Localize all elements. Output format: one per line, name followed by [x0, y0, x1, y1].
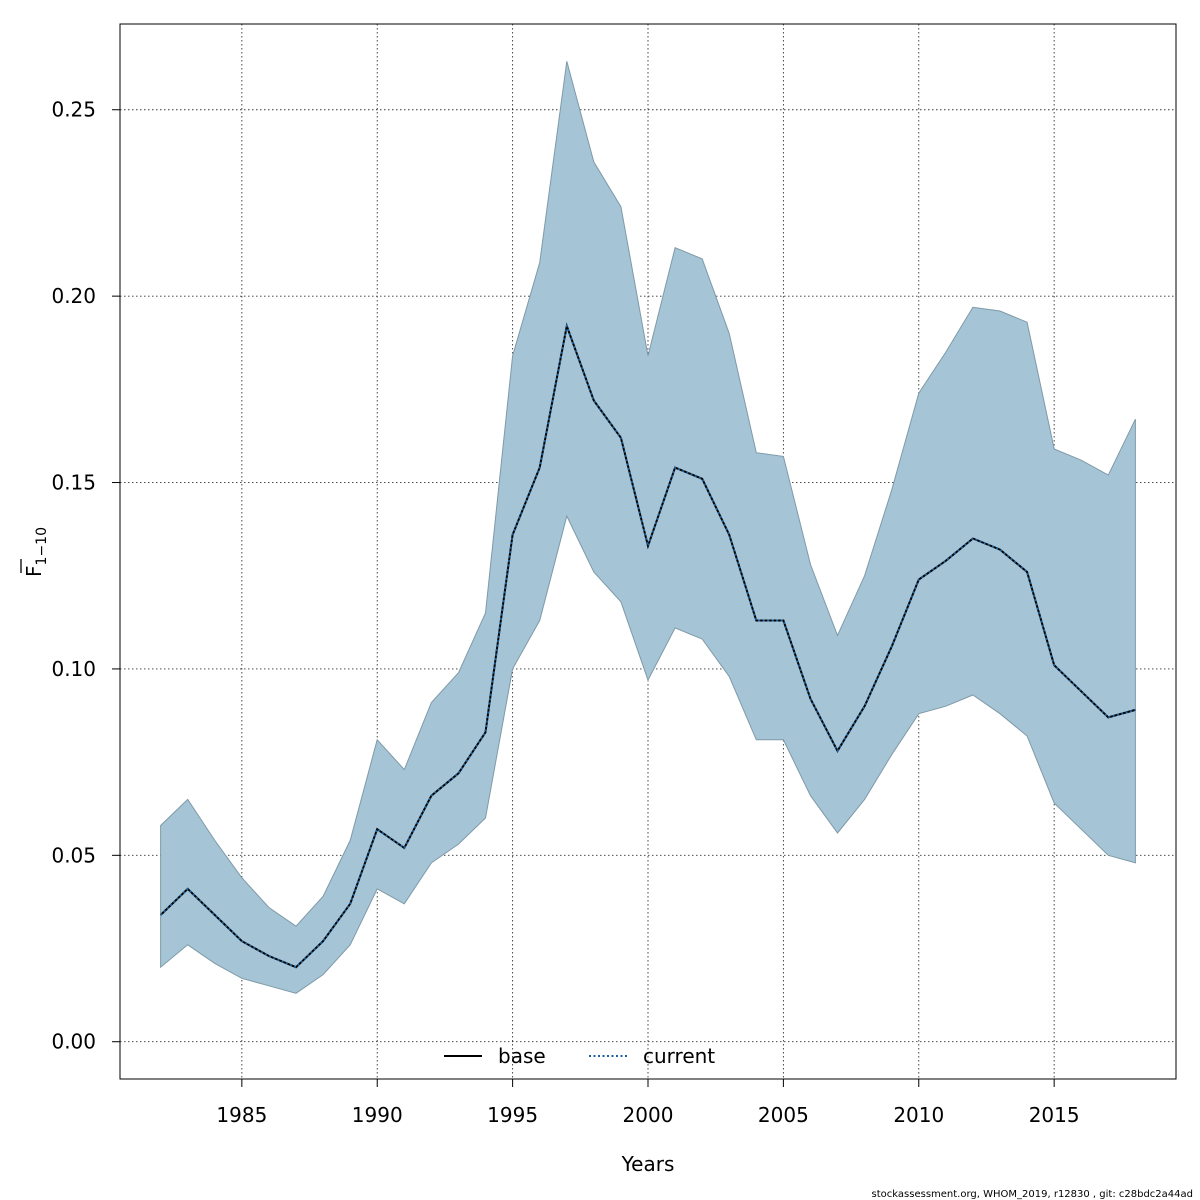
y-axis-title-sub: 1−10 — [34, 527, 50, 565]
axis-layer: 1985 1990 1995 2000 2005 2010 2015 0.00 0.05 0.10… — [51, 98, 1079, 1127]
y-tick-label: 0.20 — [51, 284, 96, 308]
x-axis-title: Years — [621, 1152, 675, 1176]
x-tick-label: 2015 — [1029, 1103, 1080, 1127]
y-tick-label: 0.15 — [51, 471, 96, 495]
legend-label-base: base — [498, 1044, 546, 1068]
y-axis-title-main: F — [22, 565, 46, 577]
series-layer — [159, 322, 1136, 969]
y-tick-label: 0.10 — [51, 657, 96, 681]
legend-label-current: current — [643, 1044, 715, 1068]
footer-credit: stockassessment.org, WHOM_2019, r12830 ,… — [872, 1189, 1193, 1200]
svg-text:F1−10: F1−10 — [22, 527, 50, 577]
confidence-band — [160, 61, 1136, 994]
series-line-current — [159, 322, 1136, 969]
x-tick-label: 2000 — [623, 1103, 674, 1127]
x-tick-label: 1995 — [487, 1103, 538, 1127]
x-tick-label: 1985 — [216, 1103, 267, 1127]
x-tick-label: 2005 — [758, 1103, 809, 1127]
y-tick-label: 0.05 — [51, 843, 96, 867]
x-tick-label: 2010 — [893, 1103, 944, 1127]
y-tick-label: 0.00 — [51, 1030, 96, 1054]
x-tick-label: 1990 — [352, 1103, 403, 1127]
y-axis-title: F1−10 — [20, 527, 50, 577]
legend: base current — [444, 1044, 715, 1068]
y-tick-label: 0.25 — [51, 98, 96, 122]
